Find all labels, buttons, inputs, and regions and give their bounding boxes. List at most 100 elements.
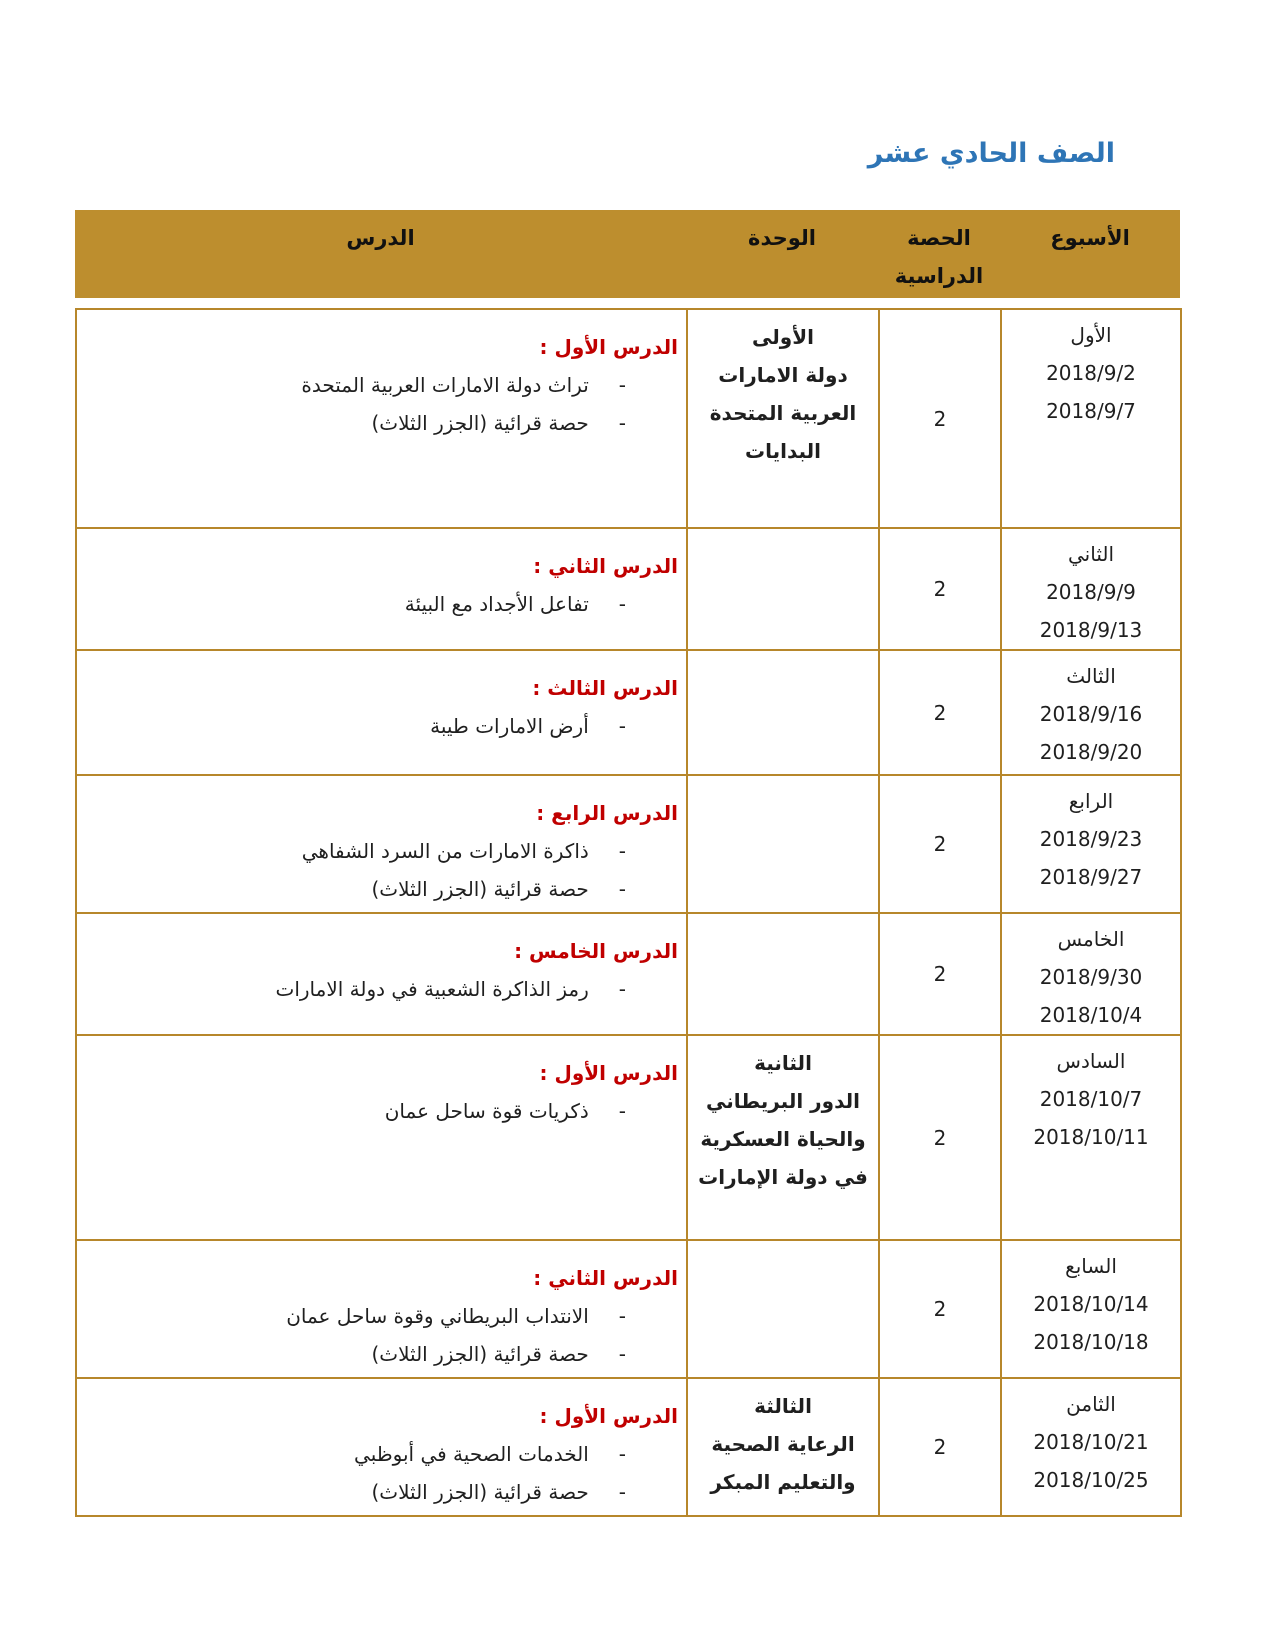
lesson-item-text: الخدمات الصحية في أبوظبي [354,1442,589,1466]
unit-line: الأولى [752,325,814,349]
week-date-to: 2018/10/4 [1039,1003,1143,1027]
bullet-dash: - [618,877,626,901]
week-cell: الثالث 2018/9/16 2018/9/20 [1000,649,1182,776]
week-date-to: 2018/9/13 [1039,618,1143,642]
lesson-title: الدرس الخامس : [514,939,678,963]
lesson-item-text: رمز الذاكرة الشعبية في دولة الامارات [275,977,589,1001]
week-date-to: 2018/9/20 [1039,740,1143,764]
lesson-item: - رمز الذاكرة الشعبية في دولة الامارات [85,970,678,1008]
unit-line: البدايات [744,439,822,463]
period-count: 2 [933,406,947,431]
week-cell: الأول 2018/9/2 2018/9/7 [1000,308,1182,529]
week-date-from: 2018/9/30 [1039,965,1143,989]
lesson-item-text: ذكريات قوة ساحل عمان [384,1099,589,1123]
lesson-title: الدرس الثاني : [533,554,678,578]
lesson-item-text: الانتداب البريطاني وقوة ساحل عمان [286,1304,589,1328]
table-row: الخامس 2018/9/30 2018/10/4 2 الدرس الخام… [75,912,1182,1036]
lesson-title: الدرس الأول : [539,1404,679,1428]
week-cell: الثامن 2018/10/21 2018/10/25 [1000,1377,1182,1517]
unit-line: دولة الامارات [718,363,848,387]
unit-cell: الأولى دولة الامارات العربية المتحدة البداي… [686,308,880,529]
lesson-item: - حصة قرائية (الجزر الثلاث) [85,1473,678,1511]
header-cell-period: الحصة الدراسية [894,226,984,288]
period-count: 2 [933,700,947,725]
lesson-cell: الدرس الثاني : - الانتداب البريطاني وقوة … [75,1239,688,1379]
week-name: الخامس [1057,927,1125,951]
table-row: الأول 2018/9/2 2018/9/7 2 الأولى دولة الا… [75,308,1182,529]
unit-line: الثانية [754,1051,812,1075]
period-cell: 2 [878,1034,1002,1241]
period-cell: 2 [878,527,1002,651]
week-name: الرابع [1068,789,1114,813]
week-date-to: 2018/10/25 [1033,1468,1149,1492]
week-name: الثالث [1066,664,1116,688]
lesson-item-text: أرض الامارات طيبة [430,714,589,738]
lesson-cell: الدرس الخامس : - رمز الذاكرة الشعبية في د… [75,912,688,1036]
unit-cell [686,527,880,651]
lesson-item: - أرض الامارات طيبة [85,707,678,745]
lesson-title: الدرس الأول : [539,335,679,359]
unit-cell [686,649,880,776]
header-cell-lesson: الدرس [346,226,415,250]
unit-line: الثالثة [754,1394,812,1418]
table-row: الثامن 2018/10/21 2018/10/25 2 الثالثة ال… [75,1377,1182,1517]
lesson-cell: الدرس الأول : - الخدمات الصحية في أبوظبي -… [75,1377,688,1517]
table-row: الثاني 2018/9/9 2018/9/13 2 الدرس الثاني… [75,527,1182,651]
week-date-from: 2018/9/23 [1039,827,1143,851]
period-count: 2 [933,832,947,856]
lesson-item-text: تفاعل الأجداد مع البيئة [404,592,589,616]
bullet-dash: - [618,1342,626,1366]
week-date-from: 2018/10/14 [1033,1292,1149,1316]
lesson-title: الدرس الثاني : [533,1266,678,1290]
period-cell: 2 [878,1377,1002,1517]
unit-line: العربية المتحدة [709,401,857,425]
bullet-dash: - [618,1442,626,1466]
unit-line: الرعاية الصحية [711,1432,855,1456]
lesson-cell: الدرس الأول : - ذكريات قوة ساحل عمان [75,1034,688,1241]
week-date-from: 2018/9/16 [1039,702,1143,726]
header-cell-week: الأسبوع [1050,226,1130,250]
lesson-item: - ذكريات قوة ساحل عمان [85,1092,678,1130]
table-row: السادس 2018/10/7 2018/10/11 2 الثانية الد… [75,1034,1182,1241]
lesson-cell: الدرس الثالث : - أرض الامارات طيبة [75,649,688,776]
period-count: 2 [933,962,947,986]
lesson-item-text: حصة قرائية (الجزر الثلاث) [371,1480,589,1504]
bullet-dash: - [618,592,626,616]
unit-line: الدور البريطاني [705,1089,861,1113]
bullet-dash: - [618,411,626,435]
week-date-from: 2018/10/7 [1039,1087,1143,1111]
period-count: 2 [933,1435,947,1459]
period-count: 2 [933,1297,947,1321]
period-count: 2 [933,577,947,601]
week-cell: الخامس 2018/9/30 2018/10/4 [1000,912,1182,1036]
page-title: الصف الحادي عشر [867,138,1115,169]
lesson-item-text: حصة قرائية (الجزر الثلاث) [371,411,589,435]
lesson-item: - ذاكرة الامارات من السرد الشفاهي [85,832,678,870]
period-cell: 2 [878,649,1002,776]
lesson-title: الدرس الثالث : [532,676,678,700]
schedule-body: الأول 2018/9/2 2018/9/7 2 الأولى دولة الا… [75,308,1182,1517]
bullet-dash: - [618,714,626,738]
period-cell: 2 [878,1239,1002,1379]
week-date-to: 2018/10/18 [1033,1330,1149,1354]
week-name: الثامن [1066,1392,1116,1416]
lesson-item: - تراث دولة الامارات العربية المتحدة [85,366,678,404]
period-count: 2 [933,1125,947,1150]
period-cell: 2 [878,774,1002,914]
bullet-dash: - [618,1304,626,1328]
week-name: السابع [1065,1254,1117,1278]
week-date-from: 2018/9/2 [1046,361,1136,385]
table-row: الثالث 2018/9/16 2018/9/20 2 الدرس الثال… [75,649,1182,776]
unit-cell: الثانية الدور البريطاني والحياة العسكرية في… [686,1034,880,1241]
unit-line: والحياة العسكرية [700,1127,866,1151]
lesson-title: الدرس الرابع : [536,801,678,825]
lesson-item-text: حصة قرائية (الجزر الثلاث) [371,877,589,901]
week-name: السادس [1056,1049,1126,1073]
week-date-to: 2018/10/11 [1033,1125,1149,1149]
unit-line: والتعليم المبكر [710,1470,856,1494]
lesson-item-text: ذاكرة الامارات من السرد الشفاهي [301,839,589,863]
week-date-to: 2018/9/7 [1046,399,1136,423]
lesson-item: - حصة قرائية (الجزر الثلاث) [85,404,678,442]
period-cell: 2 [878,912,1002,1036]
